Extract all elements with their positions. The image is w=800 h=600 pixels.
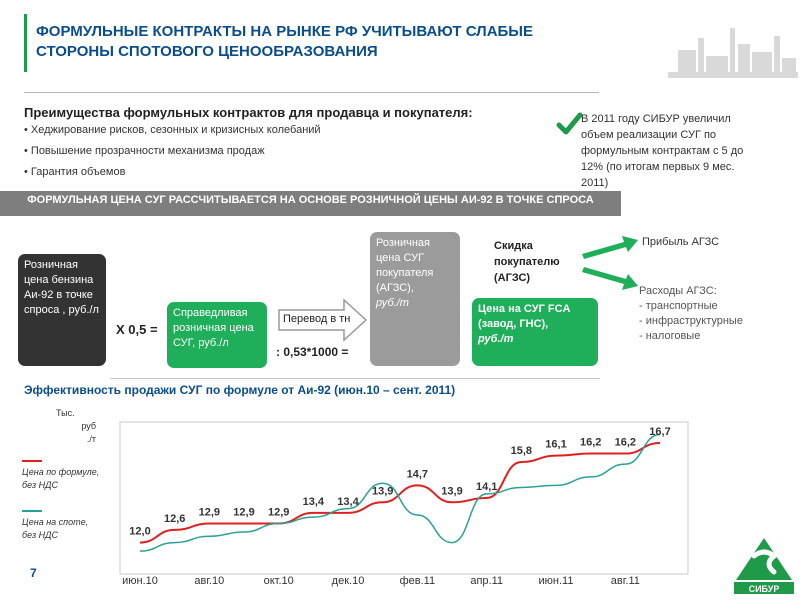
legend-spot-label: Цена на споте, без НДС <box>22 516 88 542</box>
formula-data-label: 13,4 <box>303 496 325 508</box>
formula-data-label: 13,9 <box>441 485 462 497</box>
formula-data-label: 16,7 <box>649 426 670 438</box>
formula-data-label: 13,4 <box>337 496 359 508</box>
legend-spot-line: без НДС <box>22 530 58 540</box>
spot-price-line <box>139 433 661 552</box>
price-line-chart: июн.10 авг.10 окт.10 дек.10 фев.11 апр.11 июн.… <box>119 421 689 587</box>
advantages-list: • Хеджирование рисков, сезонных и кризис… <box>24 124 321 187</box>
formula-data-label: 12,9 <box>268 506 289 518</box>
chart-plot-frame <box>119 421 689 575</box>
formula-data-label: 12,9 <box>233 506 254 518</box>
x-tick-label: фев.11 <box>400 575 436 587</box>
x-tick-label: авг.10 <box>194 575 224 587</box>
formula-data-label: 16,2 <box>580 437 601 449</box>
y-axis-unit: Тыс. руб ./т <box>56 407 96 446</box>
sibur-note-line: формульным контрактам с 5 до <box>581 145 744 157</box>
fair-price-box: Справедливая розничная цена СУГ, руб./л <box>167 302 267 368</box>
chart-title: Эффективность продажи СУГ по формуле от … <box>24 383 456 397</box>
formula-data-label: 14,1 <box>476 481 497 493</box>
formula-data-label: 15,8 <box>511 445 532 457</box>
fca-line: (завод, ГНС), <box>478 318 549 330</box>
page-title: ФОРМУЛЬНЫЕ КОНТРАКТЫ НА РЫНКЕ РФ УЧИТЫВА… <box>36 22 636 62</box>
discount-line: (АГЗС) <box>494 272 531 284</box>
formula-data-label: 12,9 <box>199 506 220 518</box>
expenses-title: Расходы АГЗС: <box>639 285 717 297</box>
checkmark-icon <box>556 112 582 135</box>
logo-text: СИБУР <box>749 584 780 594</box>
expense-item: - инфраструктурные <box>639 315 743 327</box>
retail-lpg-unit: руб./т <box>376 297 409 309</box>
formula-data-label: 12,6 <box>164 513 185 525</box>
legend-spot-line: Цена на споте, <box>22 517 89 527</box>
legend-formula-label: Цена по формуле, без НДС <box>22 466 99 492</box>
industrial-skyline-image <box>668 28 798 78</box>
expense-item: - транспортные <box>639 300 718 312</box>
formula-data-label: 16,1 <box>545 439 566 451</box>
legend-formula-line: Цена по формуле, <box>22 467 100 477</box>
profit-label: Прибыль АГЗС <box>642 236 720 248</box>
title-accent-bar <box>24 14 27 72</box>
advantage-item: • Хеджирование рисков, сезонных и кризис… <box>24 124 321 136</box>
fca-line: Цена на СУГ FCA <box>478 303 571 315</box>
advantage-item: • Повышение прозрачности механизма прода… <box>24 145 265 157</box>
page-title-line-1: ФОРМУЛЬНЫЕ КОНТРАКТЫ НА РЫНКЕ РФ УЧИТЫВА… <box>36 23 533 40</box>
legend-formula-swatch <box>22 460 42 462</box>
sibur-note: В 2011 году СИБУР увеличил объем реализа… <box>581 111 766 191</box>
conversion-arrow-icon <box>278 298 368 342</box>
sibur-logo: СИБУР <box>734 538 794 594</box>
x-tick-label: авг.11 <box>611 575 640 587</box>
split-arrows-icon <box>582 236 638 290</box>
y-axis-unit-line: Тыс. <box>56 408 75 418</box>
sibur-note-line: 12% (по итогам первых 9 мес. <box>581 161 735 173</box>
sibur-note-line: В 2011 году СИБУР увеличил <box>581 113 731 125</box>
page-number: 7 <box>30 566 37 580</box>
sibur-note-line: 2011) <box>581 177 609 189</box>
discount-label: Скидка покупателю (АГЗС) <box>494 238 560 286</box>
discount-line: покупателю <box>494 256 560 268</box>
page-title-line-2: СТОРОНЫ СПОТОВОГО ЦЕНООБРАЗОВАНИЯ <box>36 43 378 60</box>
formula-banner: ФОРМУЛЬНАЯ ЦЕНА СУГ РАССЧИТЫВАЕТСЯ НА ОС… <box>0 191 621 216</box>
sibur-note-line: объем реализации СУГ по <box>581 129 717 141</box>
retail-lpg-text: Розничная цена СУГ покупателя (АГЗС), <box>376 237 434 294</box>
fca-line: руб./т <box>478 333 514 345</box>
discount-line: Скидка <box>494 240 533 252</box>
y-axis-unit-line: ./т <box>86 434 96 444</box>
x-tick-label: дек.10 <box>332 575 365 587</box>
formula-data-label: 16,2 <box>615 437 636 449</box>
formula-price-line <box>139 441 661 544</box>
advantage-item: • Гарантия объемов <box>24 166 126 178</box>
retail-gasoline-box: Розничная цена бензина Аи-92 в точке спр… <box>18 254 106 366</box>
conversion-label: Перевод в тн <box>283 313 351 325</box>
header-separator <box>24 92 599 93</box>
legend-spot-swatch <box>22 510 42 512</box>
y-axis-unit-line: руб <box>81 421 96 431</box>
expenses-list: Расходы АГЗС: - транспортные - инфрастру… <box>639 284 743 344</box>
x-tick-label: апр.11 <box>470 575 503 587</box>
flow-underline <box>110 378 600 379</box>
x-tick-label: окт.10 <box>264 575 294 587</box>
advantages-title: Преимущества формульных контрактов для п… <box>24 105 473 120</box>
conversion-factor: : 0,53*1000 = <box>276 345 349 359</box>
legend-formula-line: без НДС <box>22 480 58 490</box>
formula-banner-text: ФОРМУЛЬНАЯ ЦЕНА СУГ РАССЧИТЫВАЕТСЯ НА ОС… <box>27 194 594 206</box>
retail-lpg-box: Розничная цена СУГ покупателя (АГЗС), ру… <box>370 232 460 366</box>
formula-data-label: 14,7 <box>407 468 428 480</box>
multiplier-label: Х 0,5 = <box>116 322 158 337</box>
x-tick-label: июн.10 <box>122 575 158 587</box>
expense-item: - налоговые <box>639 330 701 342</box>
fca-price-box: Цена на СУГ FCA (завод, ГНС), руб./т <box>472 298 598 366</box>
formula-data-label: 13,9 <box>372 485 393 497</box>
x-tick-label: июн.11 <box>539 575 574 587</box>
formula-data-label: 12,0 <box>129 526 150 538</box>
